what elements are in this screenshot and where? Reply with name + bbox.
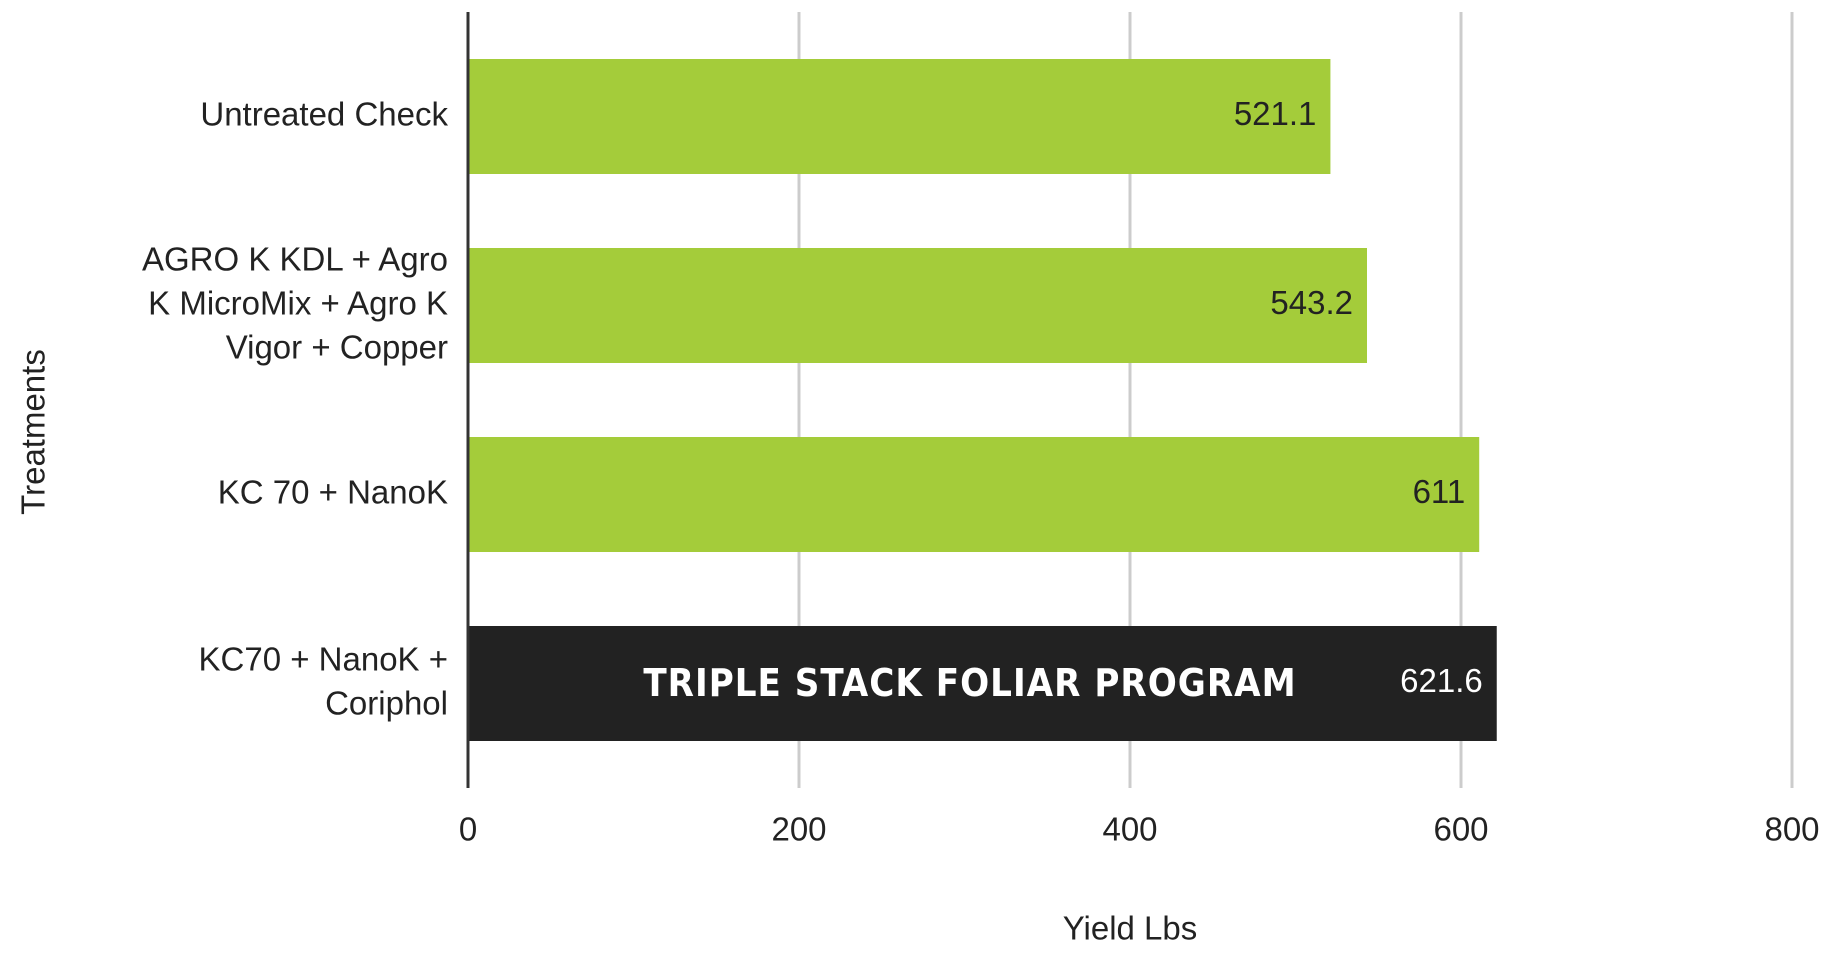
value-label: 543.2: [1270, 284, 1353, 321]
y-tick-label: KC70 + NanoK + Coriphol: [199, 640, 449, 721]
bar: [468, 626, 1497, 741]
value-label: 611: [1413, 473, 1466, 510]
x-tick-label: 400: [1102, 811, 1157, 848]
x-tick-label: 0: [459, 811, 477, 848]
x-tick-label: 600: [1433, 811, 1488, 848]
bar: [468, 248, 1367, 363]
x-axis-title: Yield Lbs: [1063, 910, 1198, 947]
y-tick-label: Untreated Check: [200, 95, 448, 132]
annotation: TRIPLE STACK FOLIAR PROGRAM: [643, 661, 1296, 705]
value-label: 621.6: [1400, 662, 1483, 699]
bar: [468, 437, 1480, 552]
x-tick-label: 200: [771, 811, 826, 848]
y-tick-label: KC 70 + NanoK: [218, 473, 448, 510]
value-label: 521.1: [1234, 95, 1317, 132]
bar: [468, 59, 1331, 174]
y-tick-label: AGRO K KDL + Agro K MicroMix + Agro K Vigo…: [142, 240, 448, 365]
x-tick-label: 800: [1764, 811, 1819, 848]
y-axis-title: Treatments: [15, 349, 52, 515]
